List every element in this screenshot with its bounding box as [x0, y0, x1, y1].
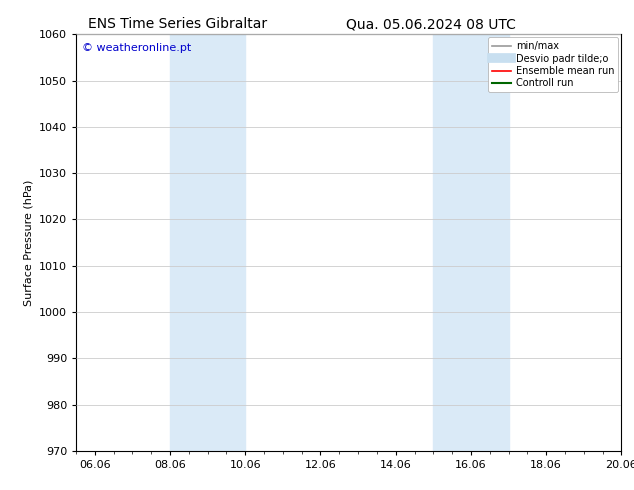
Bar [170, 34, 245, 451]
Text: ENS Time Series Gibraltar: ENS Time Series Gibraltar [88, 17, 267, 31]
Y-axis label: Surface Pressure (hPa): Surface Pressure (hPa) [23, 179, 34, 306]
Legend: min/max, Desvio padr tilde;o, Ensemble mean run, Controll run: min/max, Desvio padr tilde;o, Ensemble m… [488, 37, 618, 92]
Bar [433, 34, 508, 451]
Text: © weatheronline.pt: © weatheronline.pt [82, 43, 191, 52]
Text: Qua. 05.06.2024 08 UTC: Qua. 05.06.2024 08 UTC [346, 17, 516, 31]
